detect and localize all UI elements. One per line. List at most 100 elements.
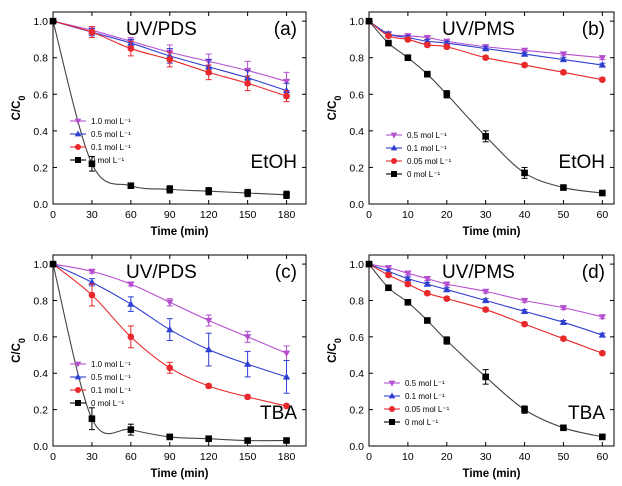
data-point bbox=[385, 32, 392, 40]
x-tick-label: 150 bbox=[239, 451, 257, 463]
y-tick-label: 0.4 bbox=[33, 126, 48, 138]
data-point bbox=[127, 281, 135, 288]
data-point bbox=[424, 70, 431, 78]
chart-panel: 0 30 60 90 120 150 180 0.0 0.2 0.4 0.6 0.8 1.0 Time (… bbox=[11, 11, 307, 238]
data-point bbox=[243, 334, 252, 341]
legend-marker bbox=[390, 144, 398, 151]
y-tick-label: 1.0 bbox=[349, 259, 364, 271]
data-point bbox=[443, 285, 451, 293]
x-tick-label: 120 bbox=[200, 451, 218, 463]
legend-entry: 0.05 mol L⁻¹ bbox=[407, 157, 452, 166]
legend-entry: 0.5 mol L⁻¹ bbox=[407, 131, 447, 140]
x-tick-label: 20 bbox=[441, 451, 453, 463]
legend-marker bbox=[74, 361, 82, 368]
y-tick-label: 0.6 bbox=[33, 89, 48, 101]
y-tick-label: 1.0 bbox=[33, 16, 48, 28]
legend-entry: 0 mol L⁻¹ bbox=[91, 399, 124, 408]
x-axis-title: Time (min) bbox=[463, 468, 521, 480]
data-point bbox=[243, 360, 252, 367]
y-tick-label: 0.8 bbox=[33, 295, 48, 307]
plot-frame bbox=[368, 254, 615, 447]
data-point bbox=[282, 350, 291, 358]
chart-panel: 0 30 60 90 120 150 180 0.0 0.2 0.4 0.6 0.8 1.0 Time (… bbox=[11, 254, 307, 480]
data-point bbox=[283, 402, 290, 410]
y-tick-label: 0.4 bbox=[33, 368, 48, 380]
data-point bbox=[482, 133, 489, 140]
data-point bbox=[559, 51, 568, 58]
legend-entry: 0.1 mol L⁻¹ bbox=[91, 386, 131, 395]
data-point bbox=[88, 291, 96, 299]
series bbox=[365, 260, 606, 357]
panel-title: UV/PDS bbox=[126, 262, 197, 283]
legend-entry: 0 mol L⁻¹ bbox=[405, 418, 438, 427]
panel-letter: (b) bbox=[582, 19, 605, 40]
data-point bbox=[127, 333, 135, 341]
data-point bbox=[443, 43, 451, 51]
y-axis-title: C/C0 bbox=[11, 338, 27, 363]
data-point bbox=[282, 86, 291, 94]
data-point bbox=[88, 268, 96, 276]
data-point bbox=[423, 280, 431, 287]
legend-entry: 0.1 mol L⁻¹ bbox=[407, 144, 447, 153]
data-point bbox=[559, 55, 568, 63]
data-point bbox=[365, 260, 373, 268]
x-tick-label: 150 bbox=[239, 209, 257, 221]
legend-marker bbox=[389, 406, 395, 412]
legend-entry: 0 mol L⁻¹ bbox=[91, 156, 124, 165]
y-tick-label: 0.4 bbox=[349, 126, 364, 138]
panel-letter: (d) bbox=[582, 262, 605, 283]
y-tick-label: 0.4 bbox=[349, 368, 364, 380]
panel-title: UV/PDS bbox=[126, 19, 197, 40]
data-point bbox=[560, 335, 567, 342]
y-axis-title: C/C0 bbox=[327, 338, 343, 363]
legend-entry: 0.1 mol L⁻¹ bbox=[405, 392, 445, 401]
x-tick-label: 60 bbox=[596, 451, 608, 463]
legend-marker bbox=[75, 400, 81, 406]
data-point bbox=[520, 297, 529, 305]
legend-marker bbox=[75, 157, 81, 163]
series bbox=[365, 260, 606, 338]
legend-marker bbox=[389, 419, 395, 425]
x-axis-title: Time (min) bbox=[463, 226, 521, 238]
data-point bbox=[385, 284, 392, 292]
data-point bbox=[404, 280, 412, 288]
data-point bbox=[521, 169, 528, 177]
data-point bbox=[599, 76, 606, 83]
legend-entry: 1.0 mol L⁻¹ bbox=[91, 360, 131, 369]
data-point bbox=[443, 337, 451, 344]
data-point bbox=[482, 54, 489, 62]
data-point bbox=[482, 44, 490, 52]
y-tick-label: 0.0 bbox=[349, 441, 364, 453]
y-tick-label: 0.8 bbox=[349, 295, 364, 307]
legend-marker bbox=[75, 144, 81, 150]
data-point bbox=[127, 426, 135, 433]
data-point bbox=[521, 406, 528, 413]
x-tick-label: 60 bbox=[125, 209, 137, 221]
series bbox=[365, 17, 606, 83]
data-point bbox=[166, 299, 174, 307]
chart-panel: 0 10 20 30 40 50 60 0.0 0.2 0.4 0.6 0.8 1.0 Time (min… bbox=[327, 11, 615, 238]
data-point bbox=[283, 191, 290, 199]
data-point bbox=[423, 276, 431, 283]
data-point bbox=[520, 50, 529, 57]
data-point bbox=[282, 78, 291, 86]
y-axis-title: C/C0 bbox=[11, 96, 27, 121]
legend: 0.5 mol L⁻¹ 0.1 mol L⁻¹ 0.05 mol L⁻¹ 0 mol … bbox=[386, 131, 452, 179]
x-tick-label: 40 bbox=[519, 209, 531, 221]
x-tick-label: 90 bbox=[164, 209, 176, 221]
data-point bbox=[166, 325, 174, 333]
x-tick-label: 90 bbox=[164, 451, 176, 463]
y-tick-label: 0.0 bbox=[349, 199, 364, 211]
legend-marker bbox=[74, 118, 82, 125]
x-tick-label: 30 bbox=[480, 451, 492, 463]
data-point bbox=[127, 45, 135, 52]
data-point bbox=[205, 435, 212, 443]
y-tick-label: 0.0 bbox=[33, 441, 48, 453]
panel-annotation: EtOH bbox=[251, 152, 297, 173]
plot-frame bbox=[52, 11, 307, 205]
x-tick-label: 180 bbox=[278, 209, 296, 221]
legend: 0.5 mol L⁻¹ 0.1 mol L⁻¹ 0.05 mol L⁻¹ 0 mol … bbox=[384, 379, 450, 427]
data-point bbox=[244, 393, 251, 401]
data-point bbox=[404, 54, 412, 62]
